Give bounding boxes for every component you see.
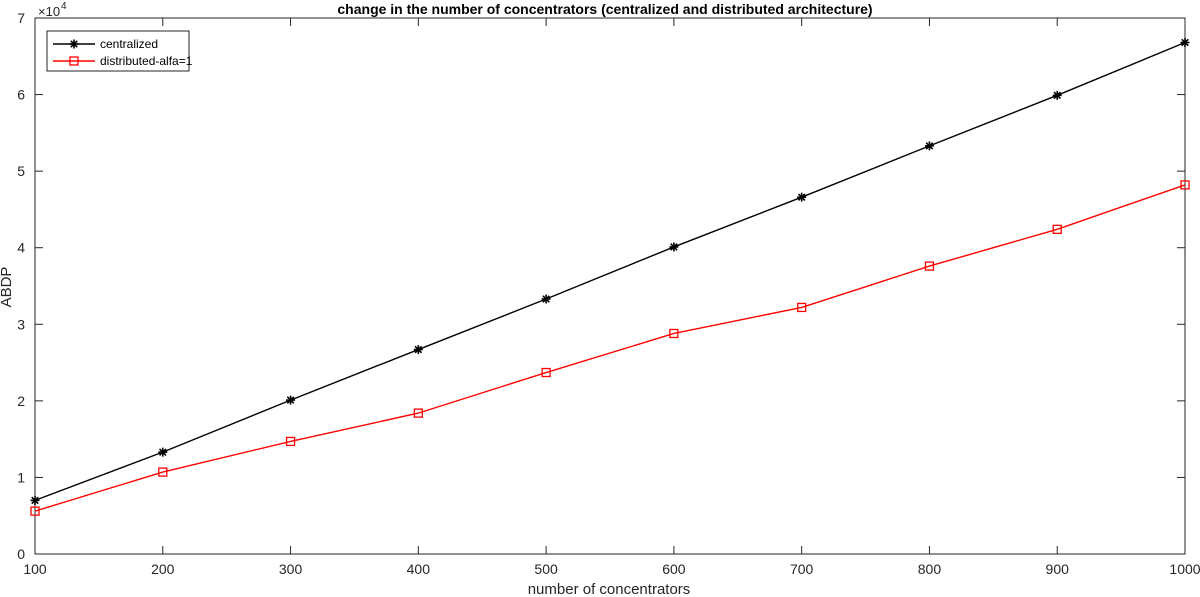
legend-marker [69,39,79,49]
plot-box [34,17,1186,555]
data-point-marker [286,395,296,405]
data-point-marker [541,367,551,378]
data-point-marker [1180,38,1190,48]
data-point-marker [413,408,423,418]
data-point-marker [158,467,168,477]
legend-label: centralized [100,37,158,51]
data-point-marker [797,192,807,202]
y-tick-label: 4 [17,240,25,256]
data-point-marker [1052,224,1062,234]
y-tick-label: 6 [17,87,25,103]
y-axis-ticks: 0 1 2 3 4 5 6 7 [17,10,1185,562]
y-tick-label: 0 [17,546,25,562]
x-tick-label: 500 [534,561,558,577]
data-point-marker [158,447,168,457]
plot-frame [34,17,1186,555]
series-line [34,184,1186,512]
y-tick-label: 2 [17,393,25,409]
data-point-marker [924,261,935,271]
data-point-marker [669,242,679,252]
legend-label: distributed-alfa=1 [100,54,193,68]
data-point-marker [1052,90,1062,100]
x-tick-label: 300 [279,561,303,577]
x-axis-title: number of concentrators [528,581,691,597]
data-point-marker [541,294,551,304]
chart-title: change in the number of concentrators (c… [337,1,872,17]
data-point-marker [30,495,40,505]
series-centralized [30,38,1190,505]
x-axis-ticks: 100 200 300 400 500 600 700 800 900 1000 [23,18,1200,577]
data-point-marker [669,328,679,339]
data-point-marker [1180,180,1190,190]
legend-item: distributed-alfa=1 [53,54,193,68]
y-axis-exponent: ×10 4 [38,1,67,19]
series-line [34,41,1186,502]
x-tick-label: 800 [918,561,942,577]
x-tick-label: 400 [407,561,431,577]
data-point-marker [285,436,296,447]
x-tick-label: 600 [662,561,686,577]
y-tick-label: 5 [17,163,25,179]
series-layer [30,38,1190,516]
data-point-marker [30,506,40,516]
x-tick-label: 1000 [1169,561,1200,577]
x-tick-label: 100 [23,561,47,577]
legend-box [46,30,190,72]
x-tick-label: 200 [151,561,175,577]
legend: centralized distributed-alfa=1 [46,30,193,72]
x-tick-label: 900 [1046,561,1070,577]
y-axis-exponent-power: 4 [61,1,67,12]
y-axis-exponent-base: ×10 [38,4,60,19]
data-point-marker [413,345,423,355]
y-tick-label: 1 [17,469,25,485]
data-point-marker [924,141,934,151]
legend-item: centralized [53,37,158,51]
y-axis-title: ABDP [0,267,15,308]
data-point-marker [797,302,807,313]
x-tick-label: 700 [790,561,814,577]
legend-marker [69,56,79,66]
series-distributed [30,180,1190,516]
y-tick-label: 7 [17,10,25,26]
y-tick-label: 3 [17,316,25,332]
